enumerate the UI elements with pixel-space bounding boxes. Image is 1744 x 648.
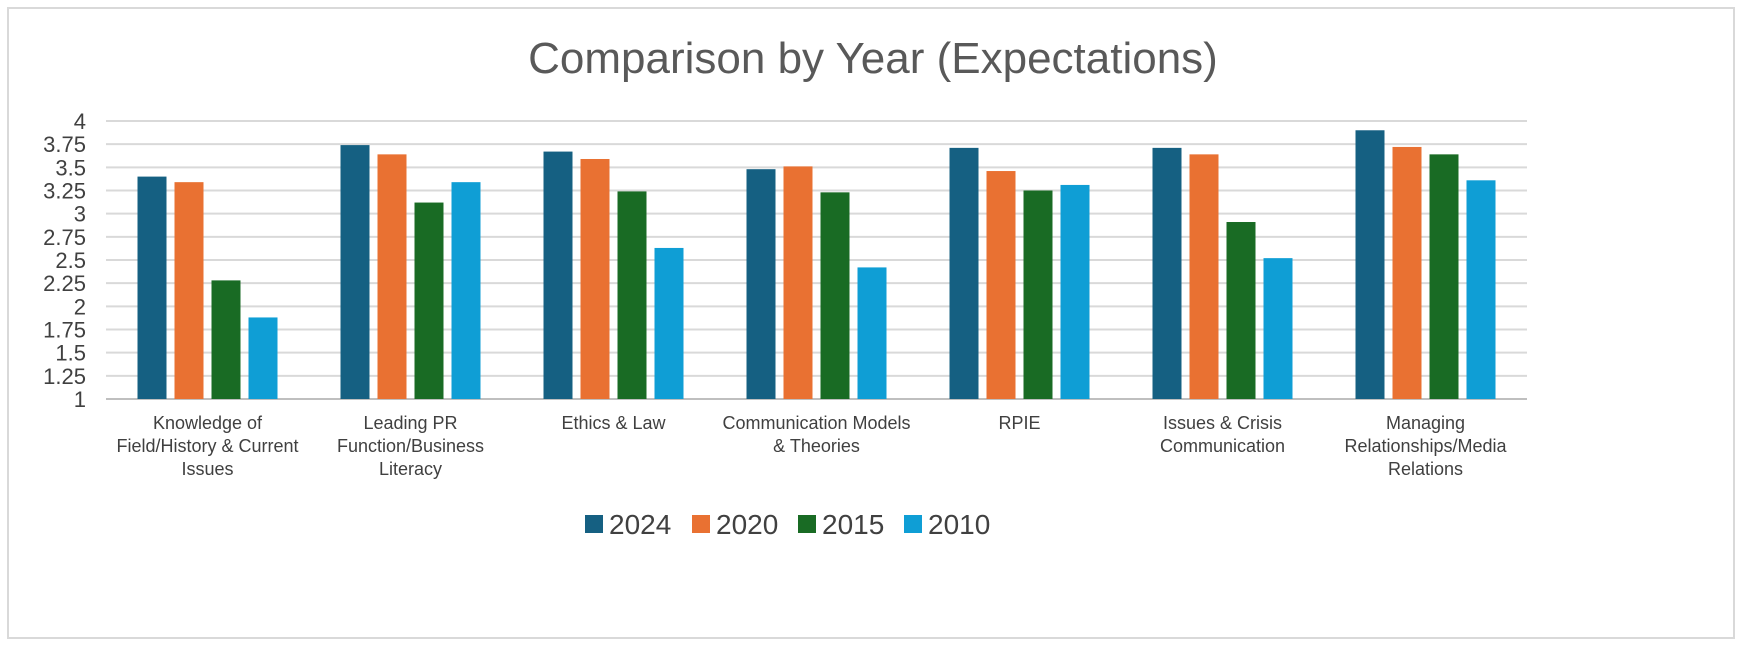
x-category-label-line: Relations	[1388, 459, 1463, 479]
chart-frame: Comparison by Year (Expectations) 1 1.25 1…	[7, 7, 1735, 639]
x-category-label-line: & Theories	[773, 436, 860, 456]
bar-2015	[1429, 154, 1459, 399]
bar-2010	[654, 247, 684, 399]
x-category-label: Issues & Crisis Communication	[1160, 413, 1285, 456]
bar-2024	[1355, 130, 1385, 399]
bar-2015	[1226, 222, 1256, 399]
bar-2010	[451, 182, 481, 399]
bar-2024	[543, 151, 573, 399]
y-tick-label: 3.5	[55, 155, 86, 180]
bar-2020	[1189, 154, 1219, 399]
y-tick-label: 2	[74, 294, 86, 319]
legend-label-2020: 2020	[716, 509, 778, 540]
y-tick-label: 3.25	[43, 179, 86, 204]
x-category-label-line: RPIE	[998, 413, 1040, 433]
bar-2020	[986, 171, 1016, 399]
y-tick-label: 1.25	[43, 364, 86, 389]
y-tick-label: 4	[74, 109, 86, 134]
x-category-label: Communication Models & Theories	[722, 413, 910, 456]
x-category-label: Managing Relationships/Media Relations	[1344, 413, 1507, 479]
chart-title: Comparison by Year (Expectations)	[528, 34, 1218, 83]
x-axis-category-labels: Knowledge of Field/History & Current Issue…	[116, 413, 1507, 479]
bar-chart: Comparison by Year (Expectations) 11.251…	[43, 34, 1527, 540]
bar-2010	[857, 267, 887, 399]
bar-2015	[211, 280, 241, 399]
bar-2015	[1023, 190, 1053, 399]
legend-label-2015: 2015	[822, 509, 884, 540]
y-tick-label: 1	[74, 387, 86, 412]
x-category-label: Knowledge of Field/History & Current Issue…	[116, 413, 298, 479]
bar-2024	[340, 145, 370, 399]
x-category-label-line: Leading PR	[363, 413, 457, 433]
legend-swatch-2024	[585, 515, 603, 533]
legend-label-2010: 2010	[928, 509, 990, 540]
x-category-label-line: Knowledge of	[153, 413, 263, 433]
x-category-label-line: Managing	[1386, 413, 1465, 433]
bar-2024	[137, 176, 167, 399]
bar-2024	[1152, 147, 1182, 399]
bar-2020	[783, 166, 813, 399]
legend: 2024 2020 2015 2010	[585, 509, 990, 540]
legend-swatch-2010	[904, 515, 922, 533]
x-category-label-line: Issues	[181, 459, 233, 479]
x-category-label: Leading PR Function/Business Literacy	[337, 413, 484, 479]
x-category-label: Ethics & Law	[561, 413, 666, 433]
x-category-label-line: Relationships/Media	[1344, 436, 1507, 456]
y-tick-label: 2.5	[55, 248, 86, 273]
x-category-label-line: Ethics & Law	[561, 413, 666, 433]
y-tick-label: 1.5	[55, 341, 86, 366]
bar-2020	[174, 182, 204, 399]
x-category-label-line: Communication Models	[722, 413, 910, 433]
y-tick-label: 2.75	[43, 225, 86, 250]
x-category-label-line: Issues & Crisis	[1163, 413, 1282, 433]
bar-2010	[248, 317, 278, 399]
y-tick-label: 3.75	[43, 132, 86, 157]
x-category-label-line: Field/History & Current	[116, 436, 298, 456]
bar-2020	[377, 154, 407, 399]
gridlines	[106, 120, 1527, 400]
y-tick-label: 1.75	[43, 318, 86, 343]
x-category-label-line: Communication	[1160, 436, 1285, 456]
bar-2010	[1263, 258, 1293, 399]
legend-swatch-2015	[798, 515, 816, 533]
x-category-label: RPIE	[998, 413, 1040, 433]
bar-2015	[617, 191, 647, 399]
bar-2010	[1060, 184, 1090, 399]
x-category-label-line: Literacy	[379, 459, 442, 479]
bar-2010	[1466, 180, 1496, 399]
y-tick-label: 2.25	[43, 271, 86, 296]
bar-2015	[820, 192, 850, 399]
bar-2024	[949, 147, 979, 399]
legend-label-2024: 2024	[609, 509, 671, 540]
bar-2020	[580, 158, 610, 399]
bars	[137, 130, 1496, 399]
y-tick-label: 3	[74, 202, 86, 227]
bar-2015	[414, 202, 444, 399]
bar-2020	[1392, 146, 1422, 399]
x-category-label-line: Function/Business	[337, 436, 484, 456]
bar-2024	[746, 169, 776, 399]
legend-swatch-2020	[692, 515, 710, 533]
